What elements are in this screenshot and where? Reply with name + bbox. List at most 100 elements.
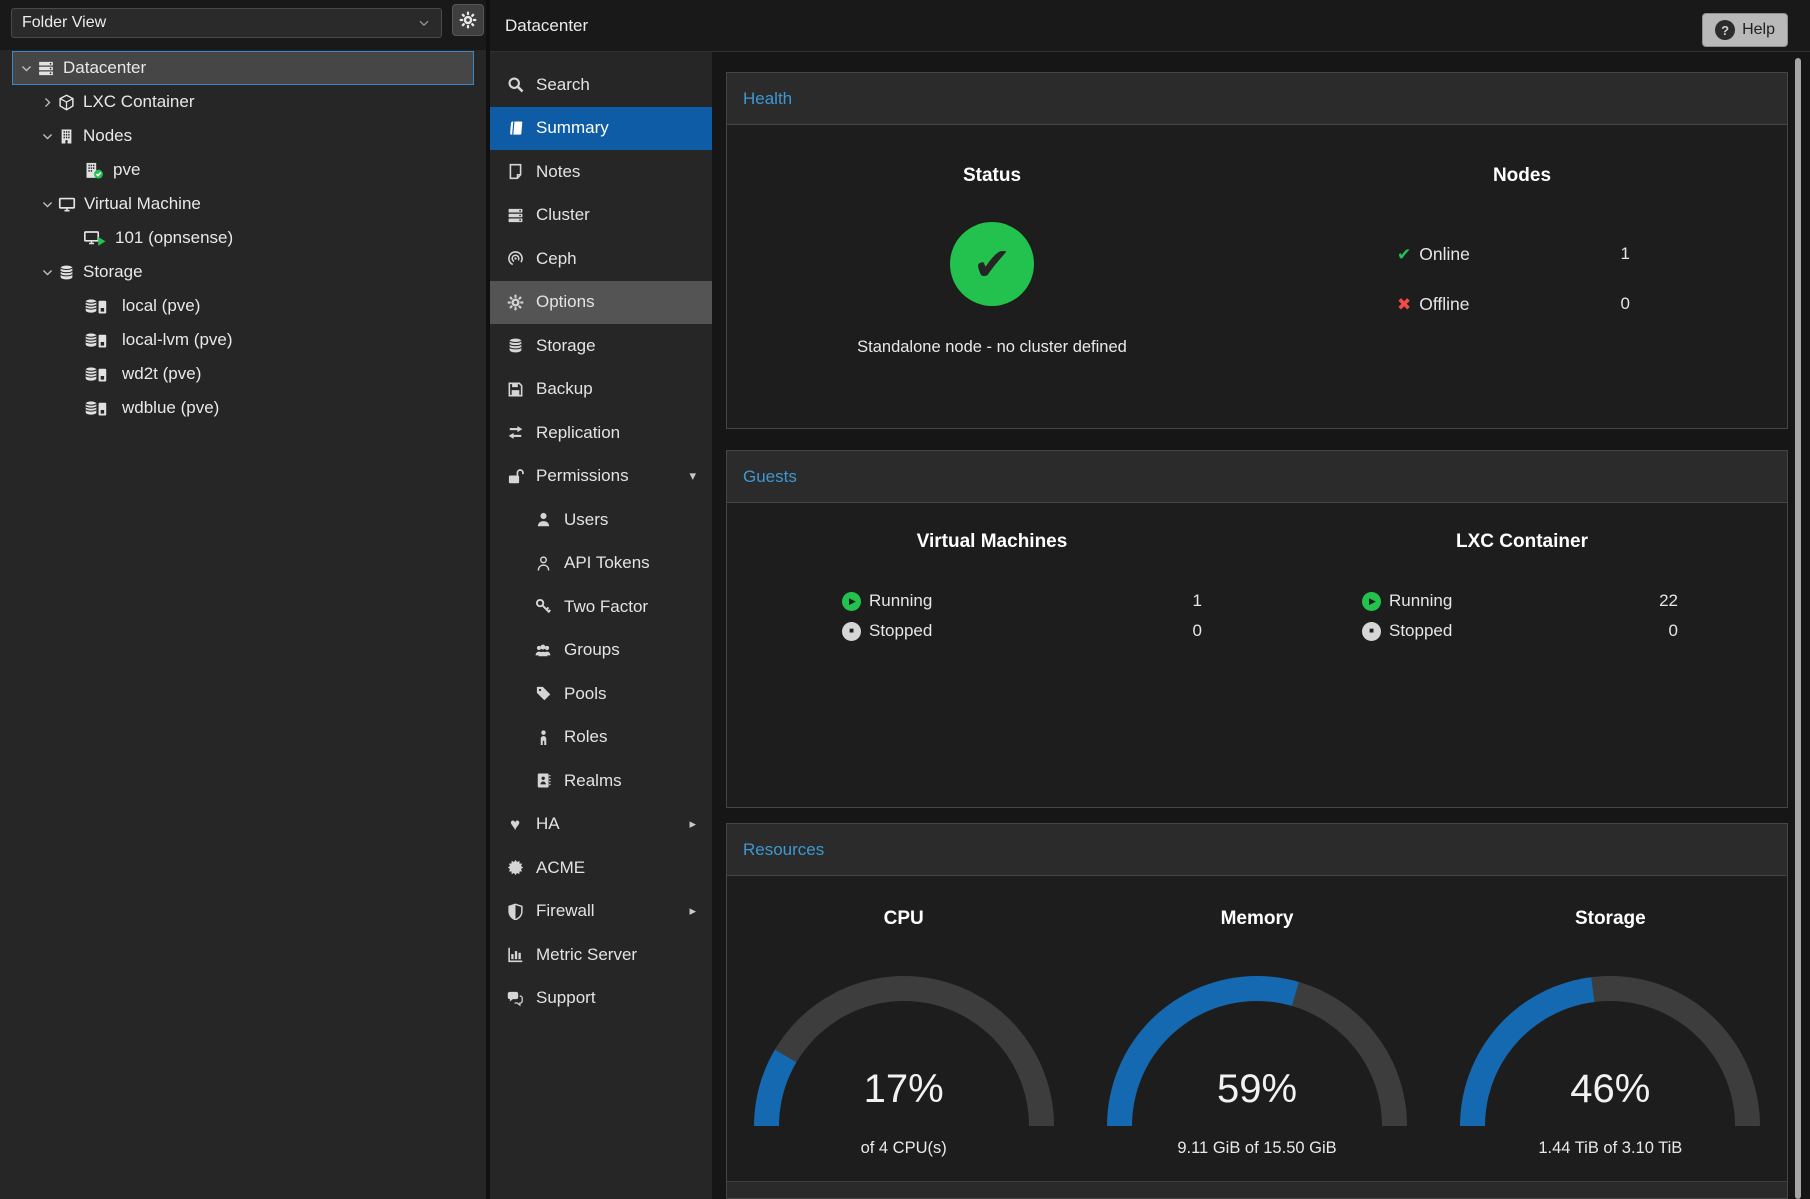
tree-item-datacenter[interactable]: Datacenter [12,51,474,85]
vm-stopped-count: 0 [1192,621,1202,640]
nav-item-replication[interactable]: Replication [490,411,712,455]
virtual-machines-column: Virtual Machines ▶ Running 1 ■ Stopped 0 [727,503,1257,646]
tree-item-label: Virtual Machine [84,194,201,213]
datacenter-nav-panel: Search Summary Notes Cluster Ceph Option [490,52,712,1199]
memory-percent: 59% [1216,1067,1298,1111]
nav-item-support[interactable]: Support [490,977,712,1021]
nav-item-two-factor[interactable]: Two Factor [490,585,712,629]
storage-gauge: 46% [1460,976,1761,1126]
nav-item-backup[interactable]: Backup [490,368,712,412]
heartbeat-icon: ♥ [509,814,521,834]
chevron-down-icon[interactable] [36,130,58,143]
view-mode-select[interactable]: Folder View [11,8,442,38]
tree-item-pve[interactable]: pve [12,153,474,187]
nav-item-api-tokens[interactable]: API Tokens [490,542,712,586]
guests-panel: Guests Virtual Machines ▶ Running 1 ■ St… [726,450,1788,808]
vm-running-row: ▶ Running 1 [842,586,1202,616]
lxc-stopped-label: Stopped [1389,621,1453,640]
nav-item-notes[interactable]: Notes [490,150,712,194]
gear-icon [503,294,527,311]
help-button[interactable]: ? Help [1702,13,1788,47]
nav-item-users[interactable]: Users [490,498,712,542]
resources-panel: Resources CPU 17% of 4 CPU(s) Memory [726,823,1788,1199]
nav-item-groups[interactable]: Groups [490,629,712,673]
lxc-heading: LXC Container [1456,531,1588,552]
nav-item-search[interactable]: Search [490,63,712,107]
caret-down-icon[interactable]: ▾ [689,468,696,484]
unlock-icon [503,468,527,485]
cpu-percent: 17% [863,1067,944,1111]
tree-item-lxc-container[interactable]: LXC Container [12,85,474,119]
floppy-icon [503,381,527,398]
view-mode-value: Folder View [22,14,107,31]
vm-stopped-row: ■ Stopped 0 [842,616,1202,646]
tree-item-local-lvm[interactable]: local-lvm (pve) [12,323,474,357]
offline-count: 0 [1620,294,1630,313]
memory-gauge: 59% [1106,976,1407,1126]
burst-icon [503,859,527,876]
lxc-rows: ▶ Running 22 ■ Stopped 0 [1362,586,1678,646]
memory-gauge-column: Memory 59% 9.11 GiB of 15.50 GiB [1080,876,1433,1158]
tree-item-nodes[interactable]: Nodes [12,119,474,153]
vm-running-count: 1 [1192,591,1202,610]
lxc-stopped-row: ■ Stopped 0 [1362,616,1678,646]
storage-gauge-column: Storage 46% 1.44 TiB of 3.10 TiB [1434,876,1787,1158]
nav-item-acme[interactable]: ACME [490,846,712,890]
storage-heading: Storage [1574,908,1646,929]
chevron-right-icon[interactable] [36,96,58,109]
panel-splitter[interactable] [486,0,490,1199]
vertical-scrollbar[interactable] [1795,58,1801,1199]
stopped-icon: ■ [842,621,861,641]
storage-icon [503,337,527,354]
nav-item-cluster[interactable]: Cluster [490,194,712,238]
tree-item-wd2t[interactable]: wd2t (pve) [12,357,474,391]
chevron-down-icon[interactable] [15,62,37,75]
cube-icon [58,93,75,111]
tree-item-wdblue[interactable]: wdblue (pve) [12,391,474,425]
key-icon [531,598,555,615]
vm-heading: Virtual Machines [916,531,1068,552]
storage-drive-icon [84,298,114,315]
tag-icon [531,685,555,702]
lxc-running-row: ▶ Running 22 [1362,586,1678,616]
nav-item-permissions[interactable]: Permissions ▾ [490,455,712,499]
help-label: Help [1742,21,1775,38]
nav-item-ceph[interactable]: Ceph [490,237,712,281]
vm-stopped-label: Stopped [869,621,933,640]
vm-rows: ▶ Running 1 ■ Stopped 0 [842,586,1202,646]
storage-percent: 46% [1570,1067,1651,1111]
stopped-icon: ■ [1362,621,1381,641]
nav-item-options[interactable]: Options [490,280,712,324]
nav-item-summary[interactable]: Summary [490,106,712,150]
caret-right-icon[interactable]: ▸ [689,903,696,919]
nav-item-pools[interactable]: Pools [490,672,712,716]
caret-right-icon[interactable]: ▸ [689,816,696,832]
nav-item-firewall[interactable]: Firewall ▸ [490,890,712,934]
nav-item-storage[interactable]: Storage [490,324,712,368]
nav-item-realms[interactable]: Realms [490,759,712,803]
status-message: Standalone node - no cluster defined [857,338,1127,356]
bar-chart-icon [503,946,527,963]
chevron-down-icon[interactable] [36,198,58,211]
tree-item-storage[interactable]: Storage [12,255,474,289]
tree-item-virtual-machine[interactable]: Virtual Machine [12,187,474,221]
tree-item-local[interactable]: local (pve) [12,289,474,323]
nav-item-roles[interactable]: Roles [490,716,712,760]
lxc-running-label: Running [1389,591,1453,610]
storage-drive-icon [84,400,114,417]
tree-item-101-opnsense[interactable]: 101 (opnsense) [12,221,474,255]
resources-panel-title: Resources [727,824,1787,876]
nav-item-ha[interactable]: ♥ HA ▸ [490,803,712,847]
status-heading: Status [962,165,1022,186]
status-column: Status ✔ Standalone node - no cluster de… [727,125,1257,357]
nav-item-metric-server[interactable]: Metric Server [490,933,712,977]
address-book-icon [531,772,555,789]
page-title: Datacenter [505,15,589,35]
tree-settings-button[interactable] [452,4,484,36]
memory-caption: 9.11 GiB of 15.50 GiB [1177,1139,1337,1157]
tree-item-label: Datacenter [63,58,147,77]
chevron-down-icon[interactable] [36,266,58,279]
monitor-icon [58,196,76,213]
lxc-running-count: 22 [1659,591,1678,610]
tree-item-label: wdblue (pve) [122,398,220,417]
